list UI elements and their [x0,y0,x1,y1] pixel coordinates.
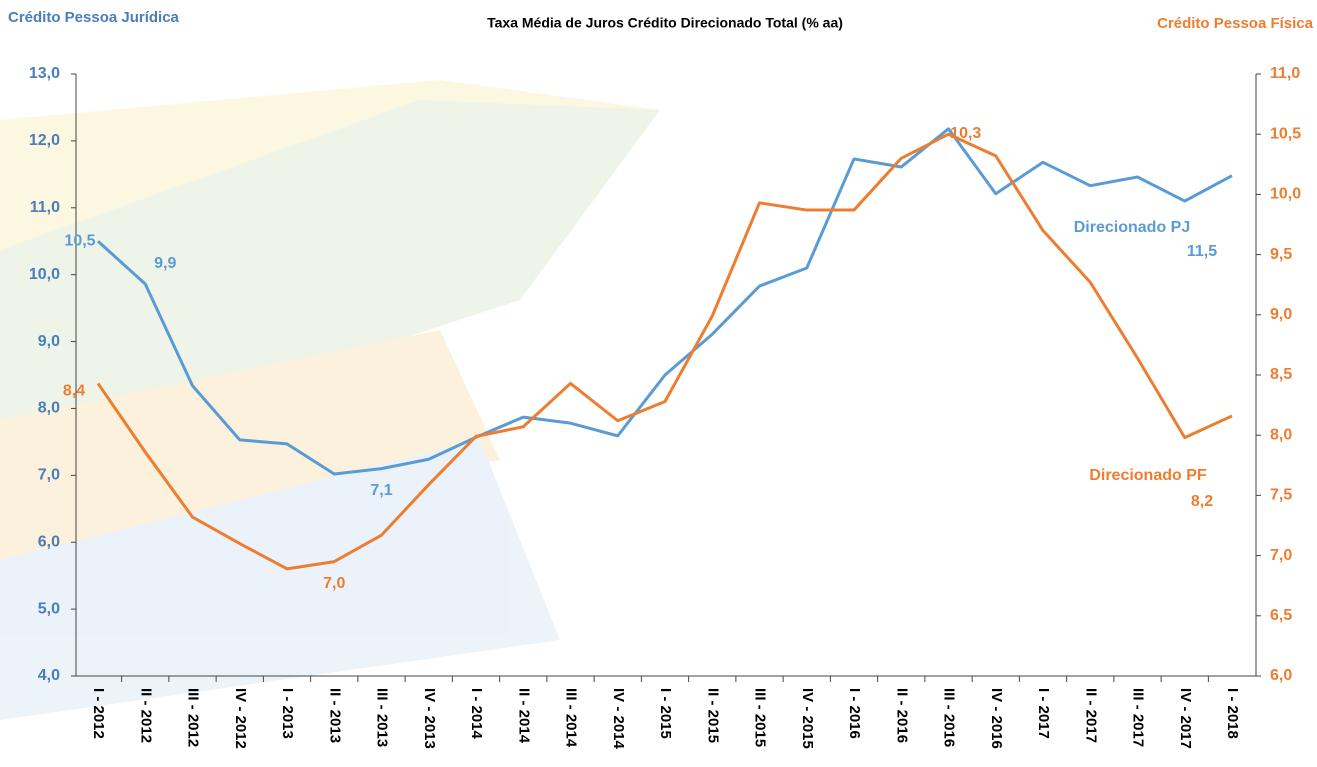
x-tick-label: IV - 2013 [421,688,438,749]
x-tick-label: IV - 2016 [988,688,1005,749]
y-tick-label: 5,0 [38,600,60,617]
y2-tick-label: 9,5 [1270,246,1292,263]
y-tick-label: 4,0 [38,667,60,684]
y2-tick-label: 10,5 [1270,125,1301,142]
x-tick-label: I - 2012 [90,688,107,739]
data-label: 9,9 [154,255,176,272]
x-tick-label: IV - 2017 [1177,688,1194,749]
x-tick-label: III - 2017 [1130,688,1147,747]
x-tick-label: II - 2014 [515,688,532,744]
x-tick-label: I - 2013 [279,688,296,739]
x-tick-label: III - 2013 [374,688,391,747]
x-tick-label: I - 2017 [1035,688,1052,739]
y-tick-label: 6,0 [38,533,60,550]
x-tick-label: II - 2017 [1082,688,1099,743]
y2-tick-label: 9,0 [1270,306,1292,323]
series-name: Direcionado PJ [1074,219,1190,236]
x-tick-label: III - 2012 [185,688,202,747]
y2-axis-label: Crédito Pessoa Física [1157,15,1314,32]
y2-tick-label: 6,0 [1270,667,1292,684]
data-label: 8,2 [1191,493,1213,510]
data-label: 10,3 [950,125,981,142]
y2-tick-label: 11,0 [1270,65,1300,82]
y-tick-label: 10,0 [29,266,60,283]
chart-title: Taxa Média de Juros Crédito Direcionado … [487,15,843,31]
y-axis-label: Crédito Pessoa Jurídica [8,9,180,26]
page: Crédito Pessoa Jurídica Crédito Pessoa F… [0,0,1317,767]
y-tick-label: 8,0 [38,400,60,417]
y-tick-label: 13,0 [29,65,60,82]
data-label: 10,5 [64,232,95,249]
y-tick-label: 7,0 [38,467,60,484]
x-tick-label: IV - 2015 [799,688,816,749]
x-tick-label: I - 2015 [657,688,674,739]
y2-tick-label: 6,5 [1270,607,1292,624]
x-tick-label: II - 2012 [137,688,154,743]
y2-tick-label: 7,0 [1270,547,1292,564]
background-arrows [0,80,660,720]
y2-tick-label: 8,0 [1270,426,1292,443]
x-tick-label: III - 2015 [752,688,769,747]
x-tick-label: II - 2016 [893,688,910,743]
x-tick-label: I - 2018 [1224,688,1241,739]
x-tick-label: I - 2016 [846,688,863,739]
data-label: 8,4 [63,383,85,400]
x-tick-label: II - 2013 [326,688,343,743]
x-tick-label: III - 2014 [563,688,580,748]
y2-tick-label: 8,5 [1270,366,1292,383]
y-tick-label: 12,0 [29,132,60,149]
y2-tick-label: 7,5 [1270,487,1292,504]
y-tick-label: 9,0 [38,333,60,350]
data-label: 11,5 [1187,243,1217,260]
y2-tick-label: 10,0 [1270,186,1301,203]
x-tick-label: IV - 2014 [610,688,627,750]
x-tick-label: I - 2014 [468,688,485,740]
x-tick-label: IV - 2012 [232,688,249,749]
x-tick-label: II - 2015 [704,688,721,743]
data-label: 7,0 [323,575,345,592]
x-tick-label: III - 2016 [941,688,958,747]
series-name: Direcionado PF [1089,467,1207,484]
chart: Crédito Pessoa Jurídica Crédito Pessoa F… [0,0,1317,767]
data-label: 7,1 [370,482,392,499]
y-tick-label: 11,0 [30,199,60,216]
